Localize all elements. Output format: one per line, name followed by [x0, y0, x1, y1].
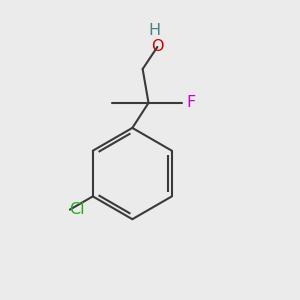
Text: Cl: Cl [69, 202, 85, 217]
Text: O: O [151, 39, 164, 54]
Text: F: F [187, 95, 196, 110]
Text: H: H [148, 23, 160, 38]
